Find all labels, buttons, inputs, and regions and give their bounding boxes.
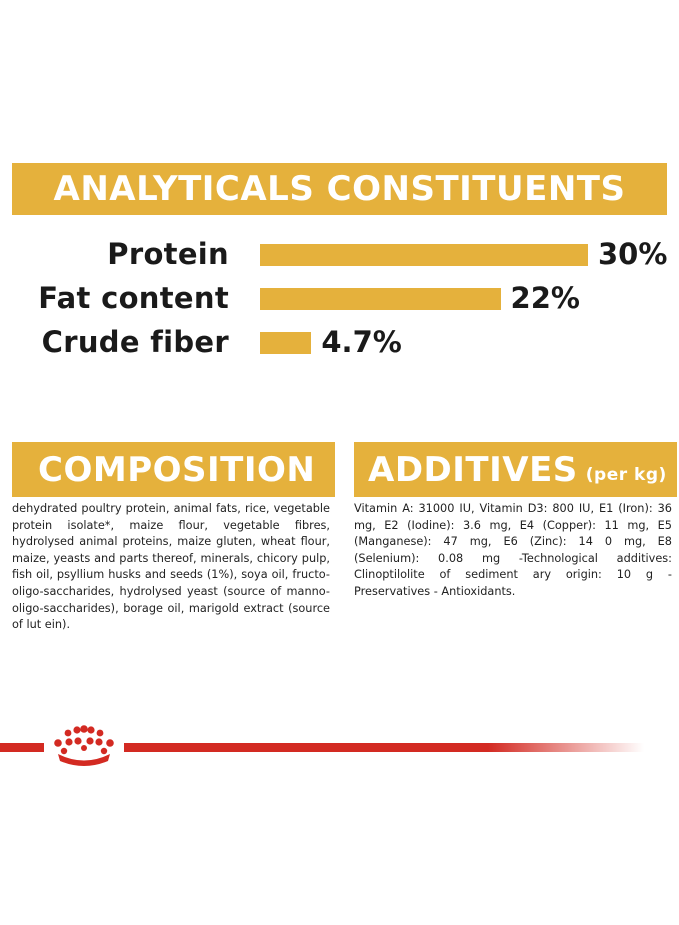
composition-title: COMPOSITION: [38, 449, 316, 490]
additives-subtitle: (per kg): [585, 464, 667, 485]
constituent-row-protein: Protein 30%: [0, 234, 679, 274]
composition-title-banner: COMPOSITION: [12, 442, 335, 497]
constituent-value: 4.7%: [321, 325, 402, 359]
constituent-value: 30%: [598, 237, 668, 271]
constituent-label: Protein: [107, 237, 229, 271]
additives-title: ADDITIVES: [368, 449, 578, 490]
analytics-title: ANALYTICALS CONSTITUENTS: [53, 169, 626, 209]
footer-red-line-right: [124, 743, 644, 752]
royal-canin-crown-icon: [54, 725, 114, 766]
constituent-label: Crude fiber: [41, 325, 229, 359]
constituent-bar: [260, 244, 588, 266]
constituent-row-fat-content: Fat content 22%: [0, 278, 679, 318]
constituent-row-crude-fiber: Crude fiber 4.7%: [0, 322, 679, 362]
composition-text: dehydrated poultry protein, animal fats,…: [12, 502, 330, 632]
constituent-bar: [260, 288, 501, 310]
analytics-title-banner: ANALYTICALS CONSTITUENTS: [12, 163, 667, 215]
additives-text: Vitamin A: 31000 IU, Vitamin D3: 800 IU,…: [354, 502, 672, 598]
constituent-label: Fat content: [38, 281, 229, 315]
additives-title-banner: ADDITIVES (per kg): [354, 442, 677, 497]
constituent-value: 22%: [510, 281, 580, 315]
footer-red-line-left: [0, 743, 44, 752]
constituent-bar: [260, 332, 312, 354]
